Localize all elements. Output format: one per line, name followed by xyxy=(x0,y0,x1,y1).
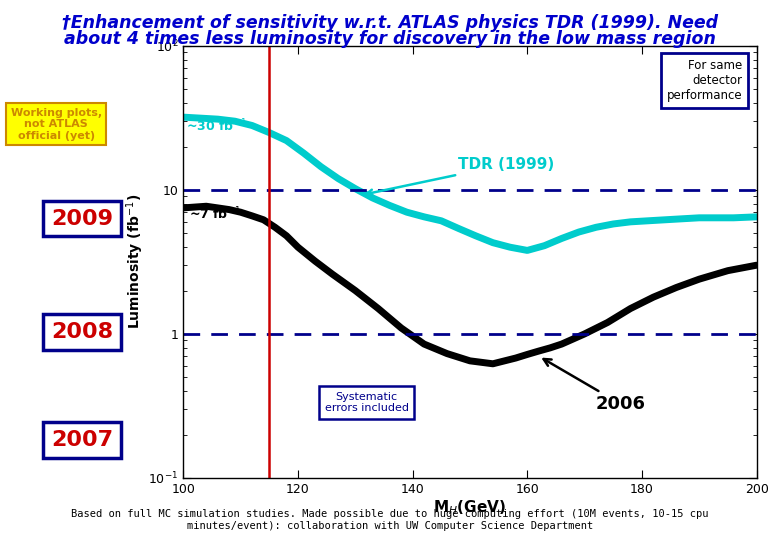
Text: Based on full MC simulation studies. Made possible due to huge computing effort : Based on full MC simulation studies. Mad… xyxy=(71,510,709,531)
Text: ~30 fb$^{-1}$: ~30 fb$^{-1}$ xyxy=(186,117,247,134)
Text: Working plots,
not ATLAS
official (yet): Working plots, not ATLAS official (yet) xyxy=(11,107,101,141)
Text: Systematic
errors included: Systematic errors included xyxy=(324,392,409,413)
Text: ~7 fb$^{-1}$: ~7 fb$^{-1}$ xyxy=(189,206,241,223)
Text: For same
detector
performance: For same detector performance xyxy=(667,59,743,102)
X-axis label: M$_H$(GeV): M$_H$(GeV) xyxy=(434,498,506,517)
Text: 2009: 2009 xyxy=(51,208,113,229)
Y-axis label: Luminosity (fb$^{-1}$): Luminosity (fb$^{-1}$) xyxy=(124,194,146,329)
Text: about 4 times less luminosity for discovery in the low mass region: about 4 times less luminosity for discov… xyxy=(64,30,716,48)
Text: 2007: 2007 xyxy=(51,430,113,450)
Text: †Enhancement of sensitivity w.r.t. ATLAS physics TDR (1999). Need: †Enhancement of sensitivity w.r.t. ATLAS… xyxy=(62,14,718,31)
Text: 2006: 2006 xyxy=(544,359,646,413)
Text: TDR (1999): TDR (1999) xyxy=(367,157,555,195)
Text: 2008: 2008 xyxy=(51,322,113,342)
